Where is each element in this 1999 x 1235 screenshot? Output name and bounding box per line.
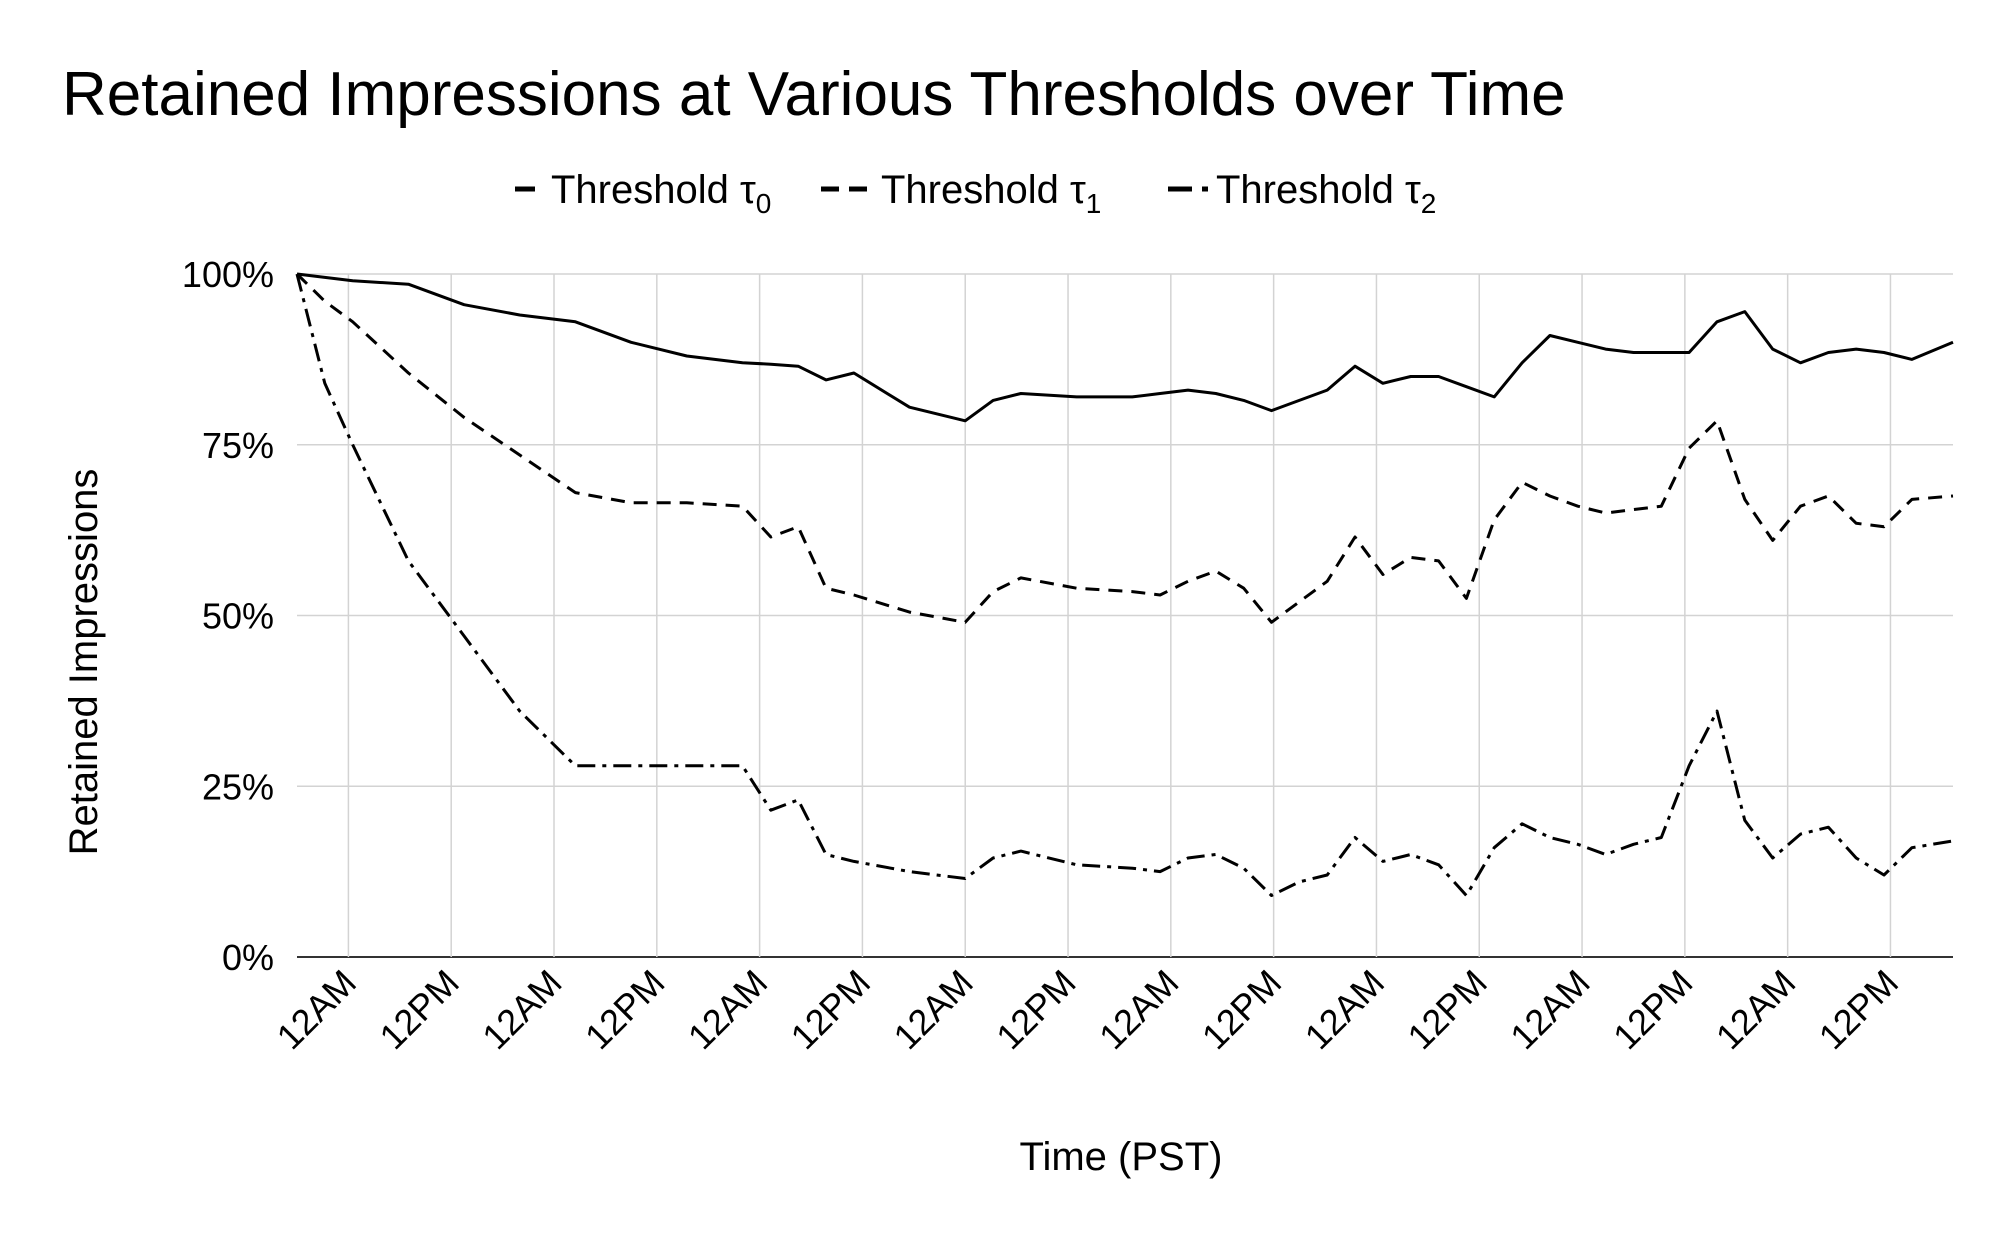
legend-label: Threshold τ2 (1216, 168, 1436, 219)
legend-item-0: Threshold τ0 (515, 168, 771, 219)
gridlines (297, 273, 1953, 958)
x-tick-label: 12PM (1194, 962, 1289, 1057)
y-tick-label: 50% (202, 596, 274, 637)
y-axis-ticks: 0% 25% 50% 75% 100% (182, 254, 274, 978)
legend-label: Threshold τ1 (881, 168, 1101, 219)
x-tick-label: 12PM (783, 962, 878, 1057)
x-tick-label: 12AM (1502, 962, 1597, 1057)
y-tick-label: 75% (202, 425, 274, 466)
x-tick-label: 12AM (1297, 962, 1392, 1057)
x-tick-label: 12PM (1605, 962, 1700, 1057)
x-tick-label: 12AM (1708, 962, 1803, 1057)
y-axis-label: Retained Impressions (62, 469, 106, 856)
legend-item-2: Threshold τ2 (1168, 168, 1436, 219)
x-tick-label: 12AM (885, 962, 980, 1057)
x-tick-label: 12AM (269, 962, 364, 1057)
y-tick-label: 100% (182, 254, 274, 295)
chart-title: Retained Impressions at Various Threshol… (62, 60, 1566, 129)
series-line-1 (295, 272, 1954, 624)
x-tick-label: 12PM (1399, 962, 1494, 1057)
x-tick-label: 12PM (988, 962, 1083, 1057)
legend: Threshold τ0 Threshold τ1 Threshold τ2 (515, 168, 1436, 219)
x-tick-label: 12AM (1091, 962, 1186, 1057)
y-tick-label: 25% (202, 766, 274, 807)
x-tick-label: 12AM (680, 962, 775, 1057)
y-tick-label: 0% (222, 937, 274, 978)
legend-item-1: Threshold τ1 (821, 168, 1101, 219)
x-tick-label: 12PM (371, 962, 466, 1057)
legend-label: Threshold τ0 (551, 168, 771, 219)
plot-area (295, 272, 1954, 897)
series-line-0 (296, 272, 1954, 423)
x-axis-ticks: 12AM 12PM 12AM 12PM 12AM 12PM 12AM 12PM 12AM 12PM… (269, 962, 1907, 1057)
x-tick-label: 12PM (577, 962, 672, 1057)
series-line-2 (295, 273, 1954, 897)
x-tick-label: 12AM (474, 962, 569, 1057)
x-axis-label: Time (PST) (1020, 1135, 1223, 1179)
x-tick-label: 12PM (1811, 962, 1906, 1057)
